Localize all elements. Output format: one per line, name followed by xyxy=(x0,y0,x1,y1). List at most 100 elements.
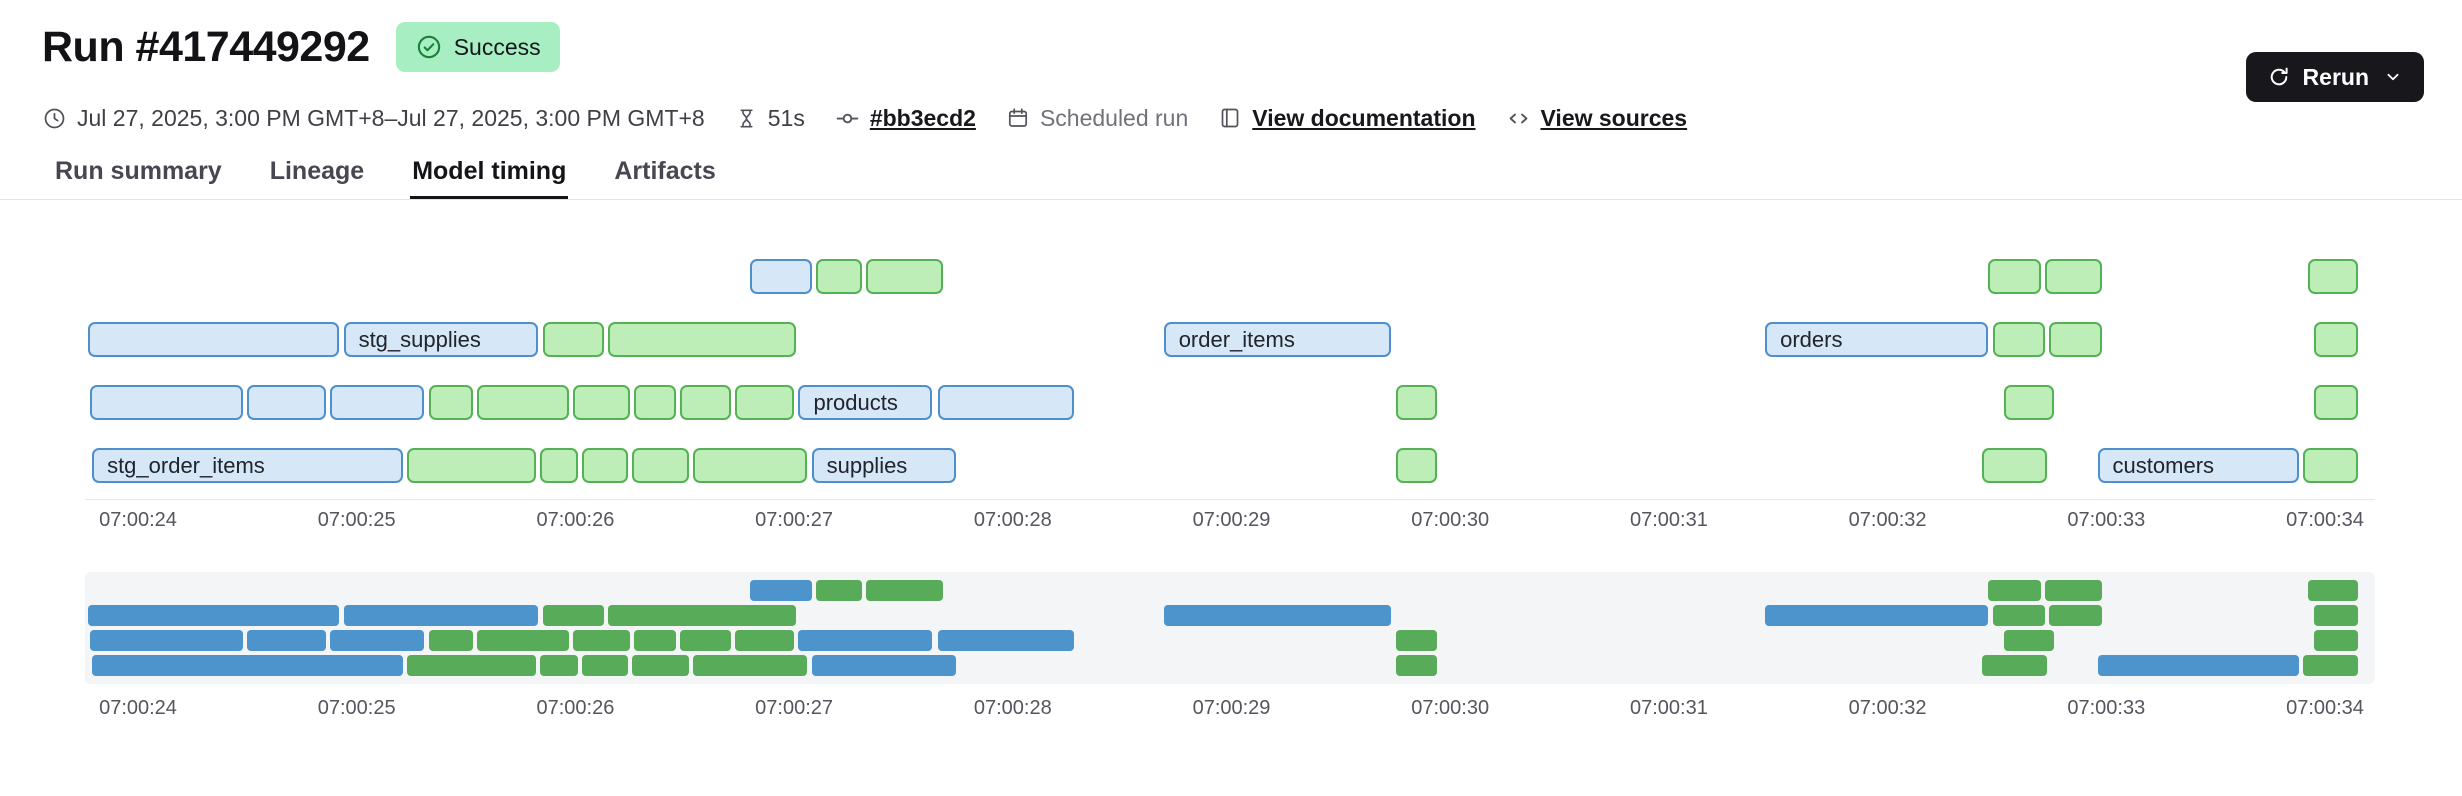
minimap-axis-tick: 07:00:26 xyxy=(536,697,615,719)
gantt-bar-stg_supplies[interactable]: stg_supplies xyxy=(343,322,539,357)
minimap-bar xyxy=(573,630,631,651)
minimap-axis-tick: 07:00:32 xyxy=(1848,697,1927,719)
minimap-bar xyxy=(2049,605,2102,626)
minimap-bar xyxy=(693,655,808,676)
minimap-bar xyxy=(428,630,473,651)
gantt-bar[interactable] xyxy=(608,322,797,357)
code-icon xyxy=(1506,106,1531,131)
minimap-bar xyxy=(735,630,795,651)
gantt-bar[interactable] xyxy=(750,259,812,294)
gantt-bar-customers[interactable]: customers xyxy=(2097,448,2299,483)
gantt-bar[interactable] xyxy=(2314,322,2358,357)
minimap-bar xyxy=(2314,630,2358,651)
gantt-bar[interactable] xyxy=(1992,322,2046,357)
gantt-bar[interactable] xyxy=(2303,448,2358,483)
minimap-bar xyxy=(938,630,1075,651)
calendar-icon xyxy=(1006,106,1030,130)
minimap-axis-tick: 07:00:25 xyxy=(317,697,396,719)
gantt-bar[interactable] xyxy=(540,448,578,483)
gantt-bar-orders[interactable]: orders xyxy=(1765,322,1989,357)
gantt-bar[interactable] xyxy=(476,385,569,420)
main-axis-tick: 07:00:30 xyxy=(1411,509,1490,531)
gantt-bar[interactable] xyxy=(2049,322,2102,357)
gantt-bar-products[interactable]: products xyxy=(798,385,932,420)
gantt-bar-stg_order_items[interactable]: stg_order_items xyxy=(92,448,403,483)
minimap-bar xyxy=(1992,605,2046,626)
gantt-bar-supplies[interactable]: supplies xyxy=(811,448,956,483)
minimap-bar xyxy=(1395,655,1438,676)
minimap-bar-supplies xyxy=(811,655,956,676)
minimap-bar xyxy=(247,630,327,651)
meta-text-schedule-time: Jul 27, 2025, 3:00 PM GMT+8–Jul 27, 2025… xyxy=(77,104,705,131)
gantt-bar[interactable] xyxy=(1988,259,2041,294)
minimap-bar-stg_supplies xyxy=(343,605,539,626)
page-title: Run #417449292 xyxy=(42,22,370,71)
rerun-label: Rerun xyxy=(2302,63,2369,90)
minimap-bar xyxy=(2045,580,2102,601)
gantt-bar[interactable] xyxy=(407,448,537,483)
tab-artifacts[interactable]: Artifacts xyxy=(614,157,716,185)
gantt-bar[interactable] xyxy=(693,448,808,483)
gantt-bar[interactable] xyxy=(87,322,340,357)
gantt-bar-order_items[interactable]: order_items xyxy=(1163,322,1392,357)
gantt-bar[interactable] xyxy=(581,448,628,483)
meta-text-commit[interactable]: #bb3ecd2 xyxy=(869,104,976,131)
minimap-axis-tick: 07:00:24 xyxy=(99,697,177,719)
minimap-bar xyxy=(750,580,812,601)
meta-text-duration: 51s xyxy=(767,104,805,131)
minimap-bar xyxy=(2003,630,2054,651)
gantt-bar[interactable] xyxy=(330,385,425,420)
gantt-bar[interactable] xyxy=(866,259,943,294)
meta-text-view-sources[interactable]: View sources xyxy=(1540,104,1688,131)
header: Run #417449292 Success xyxy=(42,22,560,72)
meta-item-schedule-time: Jul 27, 2025, 3:00 PM GMT+8–Jul 27, 2025… xyxy=(42,105,705,132)
gantt-bar[interactable] xyxy=(735,385,795,420)
meta-text-view-documentation[interactable]: View documentation xyxy=(1252,104,1476,131)
minimap-bar-orders xyxy=(1765,605,1989,626)
minimap-axis-tick: 07:00:31 xyxy=(1629,697,1708,719)
gantt-bar-label: products xyxy=(813,389,898,415)
minimap-bar xyxy=(581,655,628,676)
meta-item-view-documentation[interactable]: View documentation xyxy=(1218,104,1476,132)
gantt-bar[interactable] xyxy=(2314,385,2358,420)
doc-icon xyxy=(1218,106,1242,130)
gantt-bar[interactable] xyxy=(1395,448,1438,483)
rerun-button[interactable]: Rerun xyxy=(2245,52,2424,102)
gantt-bar[interactable] xyxy=(2045,259,2102,294)
gantt-bar[interactable] xyxy=(634,385,676,420)
gantt-bar[interactable] xyxy=(1395,385,1438,420)
minimap-bar-customers xyxy=(2097,655,2299,676)
main-axis-tick: 07:00:31 xyxy=(1629,509,1708,531)
minimap-bar xyxy=(680,630,731,651)
minimap-bar xyxy=(634,630,676,651)
gantt-bar[interactable] xyxy=(542,322,604,357)
gantt-bar[interactable] xyxy=(815,259,862,294)
meta-item-commit[interactable]: #bb3ecd2 xyxy=(835,105,976,132)
check-circle-icon xyxy=(415,33,443,61)
tab-lineage[interactable]: Lineage xyxy=(269,157,365,185)
minimap-bar xyxy=(1988,580,2041,601)
meta-item-view-sources[interactable]: View sources xyxy=(1506,104,1688,132)
tab-run-summary[interactable]: Run summary xyxy=(55,157,222,185)
gantt-bar[interactable] xyxy=(632,448,690,483)
gantt-bar[interactable] xyxy=(1981,448,2048,483)
chevron-down-icon[interactable] xyxy=(2383,67,2403,87)
gantt-bar[interactable] xyxy=(680,385,731,420)
minimap-axis-tick: 07:00:29 xyxy=(1192,697,1271,719)
tab-model-timing[interactable]: Model timing xyxy=(410,156,568,199)
gantt-bar[interactable] xyxy=(573,385,631,420)
gantt-bar[interactable] xyxy=(2307,259,2358,294)
gantt-bar-label: supplies xyxy=(826,452,908,478)
minimap-bar xyxy=(2303,655,2358,676)
gantt-bar[interactable] xyxy=(89,385,243,420)
meta-row: Jul 27, 2025, 3:00 PM GMT+8–Jul 27, 2025… xyxy=(42,100,1687,136)
gantt-bar[interactable] xyxy=(247,385,327,420)
gantt-bar[interactable] xyxy=(938,385,1075,420)
minimap-bar xyxy=(542,605,604,626)
gantt-bar[interactable] xyxy=(2003,385,2054,420)
status-badge: Success xyxy=(395,22,560,72)
gantt-bar[interactable] xyxy=(428,385,473,420)
